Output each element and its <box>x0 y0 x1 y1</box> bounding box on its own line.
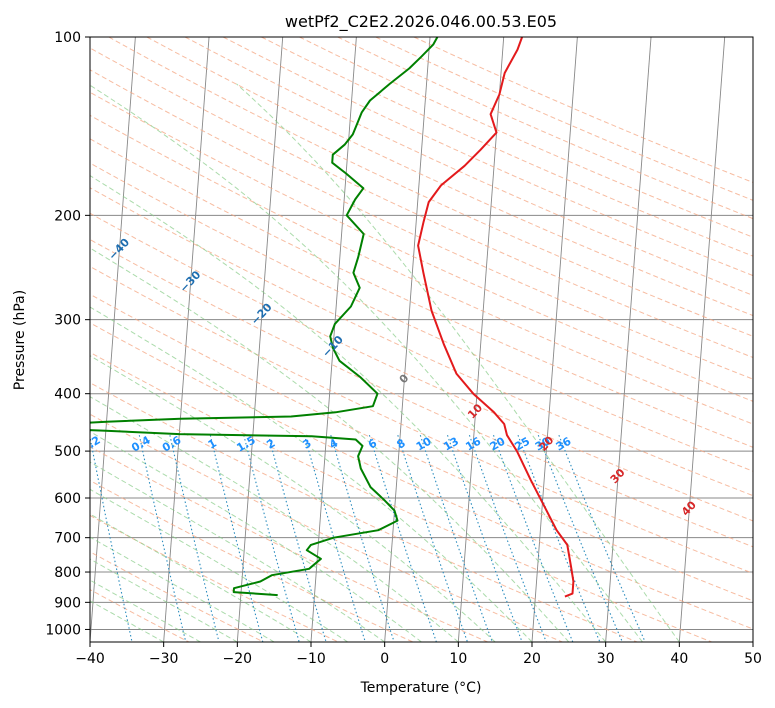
moist-adiabat-line <box>90 558 238 642</box>
mixing-ratio-line <box>267 435 327 642</box>
dry-adiabat-line <box>90 239 753 548</box>
dry-adiabat-line <box>337 37 753 220</box>
isotherm-line <box>531 37 578 642</box>
y-tick-label: 400 <box>54 387 81 403</box>
plot-frame <box>89 36 754 643</box>
isotherm-label: 40 <box>679 498 699 518</box>
moist-adiabat-line <box>90 84 643 642</box>
isotherm-line <box>163 37 210 642</box>
dry-adiabat-line <box>90 479 414 642</box>
isotherm-label: 0 <box>397 371 412 386</box>
dry-adiabat-line <box>108 37 753 337</box>
mixing-ratio-label: 0.1 <box>32 434 55 455</box>
moist-adiabat-line <box>90 174 607 642</box>
x-axis-label: Temperature (°C) <box>360 680 482 696</box>
dry-adiabat-line <box>90 265 753 574</box>
y-tick-label: 600 <box>54 491 81 507</box>
dry-adiabat-line <box>413 37 753 183</box>
dry-adiabat-line <box>90 69 753 380</box>
dry-adiabat-line <box>90 293 753 602</box>
isotherm-line <box>384 37 431 642</box>
mixing-ratio-line <box>330 435 395 642</box>
dry-adiabat-line <box>90 47 753 359</box>
mixing-ratio-label: 3 <box>301 437 314 452</box>
isotherm-line <box>457 37 505 642</box>
y-axis-label: Pressure (hPa) <box>12 290 28 390</box>
isotherm-label: −20 <box>248 300 274 327</box>
y-tick-label: 500 <box>54 444 81 460</box>
dewpoint-profile-line <box>90 37 439 597</box>
mixing-ratio-line <box>492 435 574 642</box>
mixing-ratio-line <box>558 434 646 642</box>
isotherm-label: −10 <box>320 333 346 360</box>
dry-adiabat-line <box>90 187 753 497</box>
moist-adiabat-line <box>236 83 680 642</box>
x-tick-label: −30 <box>149 651 179 667</box>
y-tick-label: 300 <box>54 313 81 329</box>
x-tick-label: −20 <box>223 651 253 667</box>
isotherm-line <box>90 37 136 642</box>
mixing-ratio-line <box>468 435 547 642</box>
moist-adiabat-line <box>90 396 459 642</box>
isotherm-label: −40 <box>106 236 132 263</box>
mixing-ratio-line <box>169 435 220 642</box>
mixing-ratio-line <box>446 435 523 642</box>
mixing-ratio-label: 1 <box>206 437 219 452</box>
moist-adiabat-line <box>90 431 422 642</box>
dry-adiabat-line <box>90 138 753 448</box>
x-tick-label: 40 <box>670 651 688 667</box>
moist-adiabat-line <box>90 488 349 642</box>
moist-adiabat-line <box>90 461 385 642</box>
y-tick-label: 100 <box>54 30 81 46</box>
dry-adiabat-line <box>222 37 753 277</box>
y-tick-label: 200 <box>54 208 81 224</box>
mixing-ratio-label: 6 <box>366 436 379 451</box>
dry-adiabat-line <box>90 588 190 642</box>
temperature-profile-line <box>417 37 575 598</box>
x-tick-label: −10 <box>296 651 326 667</box>
dry-adiabat-line <box>90 114 753 425</box>
moist-adiabat-line <box>90 513 312 642</box>
moist-adiabat-line <box>90 247 570 642</box>
chart-title: wetPf2_C2E2.2026.046.00.53.E05 <box>285 12 557 32</box>
mixing-ratio-line <box>517 435 601 642</box>
mixing-ratio-line <box>397 435 469 642</box>
moist-adiabat-line <box>90 536 275 642</box>
y-tick-label: 800 <box>54 565 81 581</box>
isotherm-line <box>752 635 753 642</box>
y-tick-label: 1000 <box>45 622 81 638</box>
y-tick-label: 900 <box>54 595 81 611</box>
y-tick-label: 700 <box>54 531 81 547</box>
dry-adiabat-line <box>261 37 753 257</box>
x-tick-label: 0 <box>380 651 389 667</box>
mixing-ratio-line <box>368 435 437 642</box>
x-tick-label: 50 <box>744 651 762 667</box>
dry-adiabat-line <box>90 212 753 522</box>
mixing-ratio-line <box>138 435 187 642</box>
dry-adiabat-line <box>146 37 753 317</box>
mixing-ratio-line <box>537 435 623 642</box>
dry-adiabat-line <box>184 37 753 296</box>
moist-adiabat-line <box>90 355 496 642</box>
dry-adiabat-line <box>90 514 339 642</box>
isotherm-line <box>236 37 284 642</box>
mixing-ratio-line <box>90 435 133 642</box>
x-tick-label: 10 <box>449 651 467 667</box>
moist-adiabat-line <box>90 579 201 642</box>
isotherm-line <box>678 37 726 642</box>
mixing-ratio-line <box>209 435 264 642</box>
moist-adiabat-line <box>90 306 533 642</box>
x-tick-label: 30 <box>597 651 615 667</box>
x-tick-label: 20 <box>523 651 541 667</box>
mixing-ratio-line <box>419 435 493 642</box>
x-tick-label: −40 <box>75 651 105 667</box>
mixing-ratio-label: 2 <box>264 437 277 452</box>
dry-adiabat-line <box>375 37 753 201</box>
dry-adiabat-line <box>90 382 638 642</box>
isotherm-label: 10 <box>465 401 485 421</box>
